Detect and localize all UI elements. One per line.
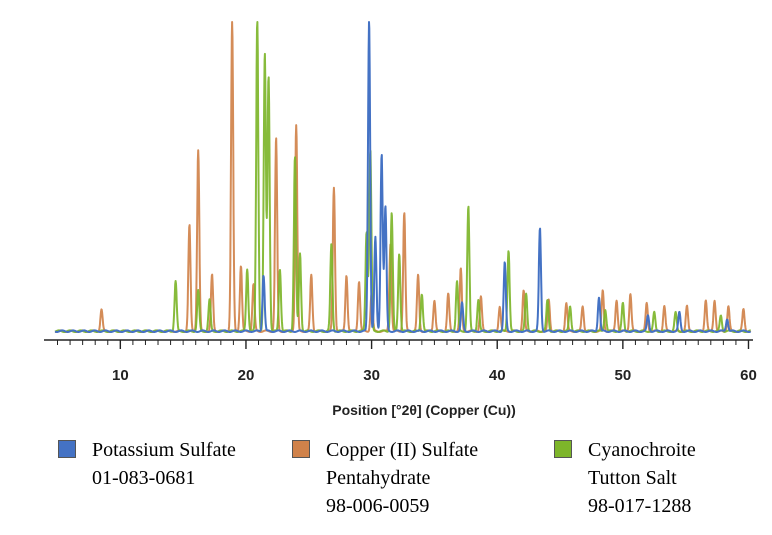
x-tick-label: 30 bbox=[363, 367, 380, 384]
legend-ref-code: 98-017-1288 bbox=[588, 495, 692, 517]
x-tick-label: 60 bbox=[740, 367, 757, 384]
series-line-copper-ii-sulfate-pentahydrate bbox=[54, 21, 752, 333]
legend-name-cont: Tutton Salt bbox=[588, 467, 677, 489]
legend-swatch bbox=[554, 440, 572, 458]
x-axis-title: Position [°2θ] (Copper (Cu)) bbox=[332, 402, 515, 418]
legend-label: Potassium Sulfate 01-083-0681 bbox=[92, 436, 236, 492]
x-axis: 10 20 30 40 50 60 bbox=[44, 339, 757, 384]
x-tick-label: 50 bbox=[615, 367, 632, 384]
legend-ref-code: 01-083-0681 bbox=[92, 467, 196, 489]
legend-name: Potassium Sulfate bbox=[92, 439, 236, 461]
x-tick-label: 10 bbox=[112, 367, 129, 384]
legend: Potassium Sulfate 01-083-0681 Copper (II… bbox=[0, 436, 772, 535]
legend-name-cont: Pentahydrate bbox=[326, 467, 431, 489]
series-layer bbox=[54, 21, 752, 333]
legend-ref-code: 98-006-0059 bbox=[326, 495, 430, 517]
legend-name: Copper (II) Sulfate bbox=[326, 439, 479, 461]
legend-label: Cyanochroite Tutton Salt 98-017-1288 bbox=[588, 436, 696, 520]
legend-label: Copper (II) Sulfate Pentahydrate 98-006-… bbox=[326, 436, 478, 520]
xrd-pattern-chart: 10 20 30 40 50 60 Position [°2θ] (Copper (Cu)… bbox=[44, 21, 757, 418]
series-line-potassium-sulfate bbox=[54, 21, 752, 333]
x-tick-label: 40 bbox=[489, 367, 506, 384]
legend-swatch bbox=[292, 440, 310, 458]
x-tick-label: 20 bbox=[238, 367, 255, 384]
legend-name: Cyanochroite bbox=[588, 439, 696, 461]
legend-swatch bbox=[58, 440, 76, 458]
